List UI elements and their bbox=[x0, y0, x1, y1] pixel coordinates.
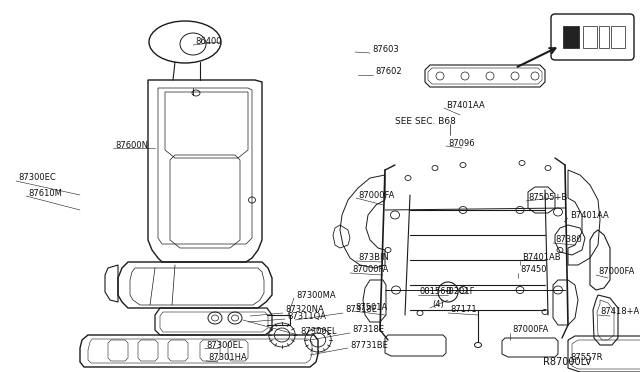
Text: 87602: 87602 bbox=[375, 67, 402, 77]
Text: 87000FA: 87000FA bbox=[512, 326, 548, 334]
Text: 87000FA: 87000FA bbox=[598, 267, 634, 276]
Text: 87450: 87450 bbox=[520, 266, 547, 275]
Bar bbox=[563, 26, 579, 48]
Text: 87501A: 87501A bbox=[355, 304, 387, 312]
Text: 87000FA: 87000FA bbox=[352, 266, 388, 275]
Text: 08156-8201F: 08156-8201F bbox=[420, 288, 476, 296]
Text: 87300MA: 87300MA bbox=[296, 291, 335, 299]
Text: 87600N: 87600N bbox=[115, 141, 148, 150]
Text: 873BIN: 873BIN bbox=[358, 253, 389, 263]
Text: 87318E: 87318E bbox=[352, 326, 384, 334]
Text: 87320NA: 87320NA bbox=[285, 305, 324, 314]
Text: (4): (4) bbox=[432, 301, 444, 310]
Text: B7401AB: B7401AB bbox=[522, 253, 561, 263]
Bar bbox=[599, 26, 609, 48]
Text: B7401AA: B7401AA bbox=[570, 211, 609, 219]
Bar bbox=[583, 26, 597, 48]
Text: 87603: 87603 bbox=[372, 45, 399, 55]
Text: 87557R: 87557R bbox=[570, 353, 602, 362]
Text: R87000LV: R87000LV bbox=[543, 357, 591, 367]
Text: 87380: 87380 bbox=[555, 235, 582, 244]
Text: SEE SEC. B68: SEE SEC. B68 bbox=[395, 118, 456, 126]
Text: B: B bbox=[445, 288, 451, 296]
Text: 87301HA: 87301HA bbox=[208, 353, 247, 362]
Text: 86400: 86400 bbox=[195, 38, 221, 46]
Text: 87000FA: 87000FA bbox=[358, 190, 394, 199]
Text: 87418+A: 87418+A bbox=[600, 308, 639, 317]
Text: 87311QA: 87311QA bbox=[287, 311, 326, 321]
Bar bbox=[611, 26, 625, 48]
Text: 87610M: 87610M bbox=[28, 189, 62, 198]
Text: 87096: 87096 bbox=[448, 138, 475, 148]
Text: B7401AA: B7401AA bbox=[446, 100, 484, 109]
Text: 87318E: 87318E bbox=[345, 305, 377, 314]
Text: 87171: 87171 bbox=[450, 305, 477, 314]
Text: 87300EL: 87300EL bbox=[206, 340, 243, 350]
Text: 87505+B: 87505+B bbox=[528, 193, 567, 202]
Text: 87300EC: 87300EC bbox=[18, 173, 56, 183]
Text: 87731BE: 87731BE bbox=[350, 340, 388, 350]
Text: 87300EL: 87300EL bbox=[300, 327, 337, 337]
